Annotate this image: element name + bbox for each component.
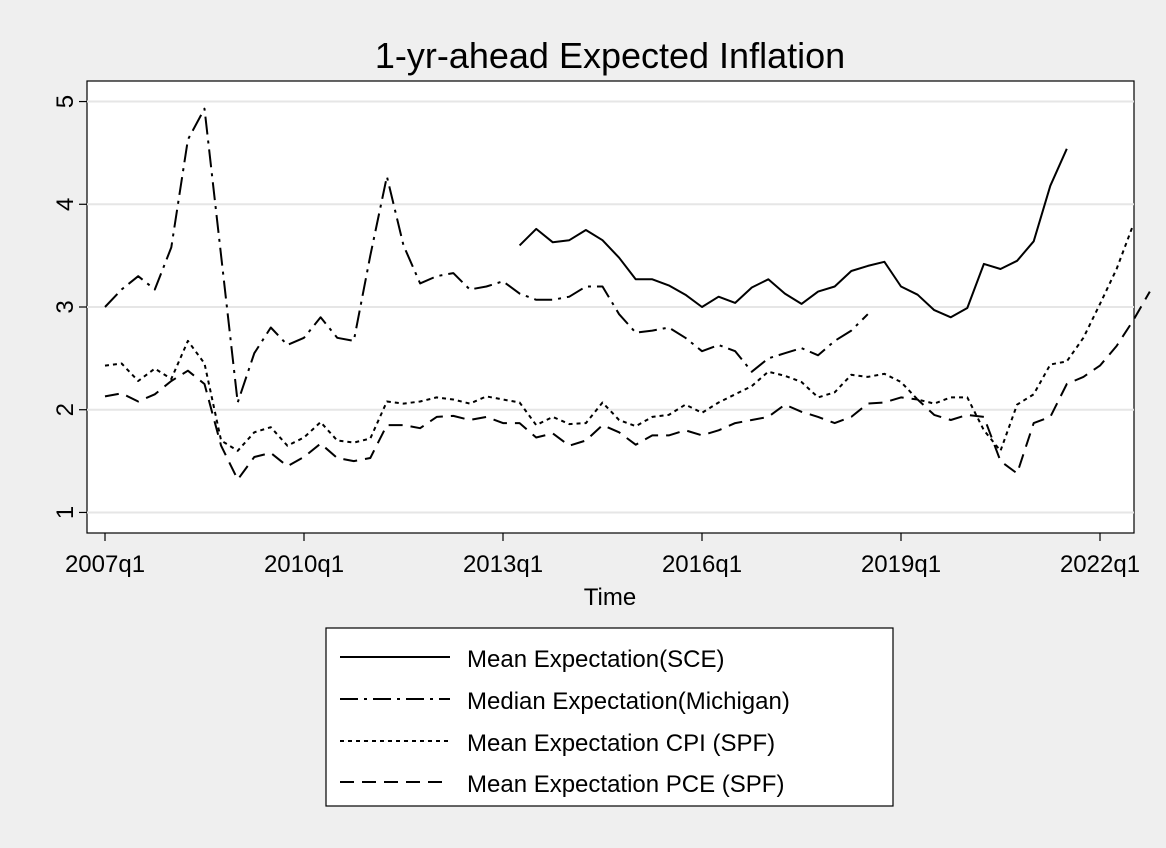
legend-label-cpi: Mean Expectation CPI (SPF) [467, 730, 775, 757]
y-tick-label: 1 [52, 506, 79, 519]
gridlines [87, 100, 1134, 514]
series-line-solid [518, 148, 1068, 319]
chart-title: 1-yr-ahead Expected Inflation [375, 35, 845, 76]
legend-label-sce: Mean Expectation(SCE) [467, 646, 724, 673]
y-tick-label: 5 [52, 95, 79, 108]
legend-label-michigan: Median Expectation(Michigan) [467, 688, 790, 715]
x-axis-title: Time [584, 584, 636, 611]
x-tick-label: 2022q1 [1060, 551, 1140, 578]
x-tick-label: 2010q1 [264, 551, 344, 578]
y-tick-label: 4 [52, 198, 79, 211]
x-tick-label: 2019q1 [861, 551, 941, 578]
axes: 1 2 3 4 5 2007q1 2010q1 2013q1 2016q1 2019q1 2022q… [52, 95, 1140, 578]
series-line-dashdot [104, 107, 869, 404]
y-tick-label: 3 [52, 300, 79, 313]
series-line-dashed [104, 291, 1151, 481]
legend: Mean Expectation(SCE) Median Expectation… [325, 627, 894, 807]
legend-label-pce: Mean Expectation PCE (SPF) [467, 771, 784, 798]
series-lines [104, 107, 1151, 481]
x-tick-label: 2007q1 [65, 551, 145, 578]
y-tick-label: 2 [52, 403, 79, 416]
series-line-dotted [104, 224, 1135, 452]
x-tick-label: 2013q1 [463, 551, 543, 578]
x-tick-label: 2016q1 [662, 551, 742, 578]
